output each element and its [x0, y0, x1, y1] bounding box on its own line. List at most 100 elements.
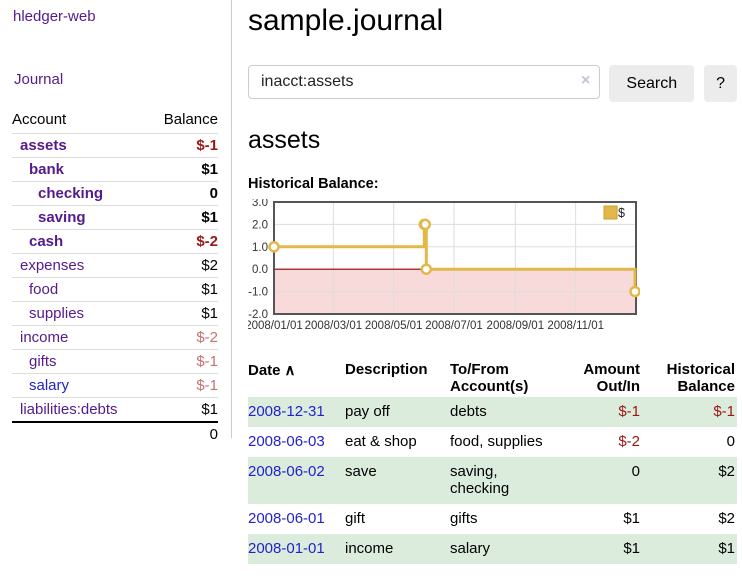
- account-link[interactable]: gifts: [29, 353, 57, 370]
- transaction-accounts: gifts: [450, 510, 478, 527]
- account-balance: $1: [148, 277, 218, 302]
- data-point-marker: [268, 241, 280, 253]
- transaction-date-link[interactable]: 2008-12-31: [248, 403, 325, 420]
- sidebar-item-journal[interactable]: Journal: [14, 71, 64, 88]
- help-button[interactable]: ?: [704, 65, 737, 102]
- transaction-row: 2008-06-02 save saving, checking 0 $2: [248, 457, 737, 504]
- transaction-accounts: saving, checking: [450, 463, 510, 497]
- data-point-marker: [419, 218, 432, 231]
- legend-swatch: [603, 205, 618, 220]
- transaction-row: 2008-06-01 gift gifts $1 $2: [248, 504, 737, 534]
- account-cell: income: [12, 325, 149, 350]
- transaction-description: save: [345, 463, 377, 480]
- account-row: saving $1: [12, 205, 218, 230]
- date-column-header[interactable]: Date ∧: [248, 362, 296, 379]
- transaction-date-link[interactable]: 2008-01-01: [248, 540, 325, 557]
- account-link[interactable]: food: [29, 281, 59, 298]
- y-tick-label: -1.0: [248, 287, 268, 299]
- account-cell: saving: [12, 205, 149, 230]
- account-link[interactable]: supplies: [29, 305, 85, 322]
- y-tick-label: 3.0: [252, 199, 268, 209]
- account-link[interactable]: checking: [38, 185, 104, 202]
- amount-column-header: Amount Out/In: [583, 361, 640, 395]
- account-link[interactable]: salary: [29, 377, 70, 394]
- account-row: expenses $2: [12, 253, 218, 278]
- account-link[interactable]: income: [20, 329, 69, 346]
- transactions-header-row: Date ∧ Description To/From Account(s) Amo…: [248, 359, 737, 397]
- account-cell: assets: [12, 133, 149, 158]
- transaction-date-link[interactable]: 2008-06-03: [248, 433, 325, 450]
- account-link[interactable]: liabilities:debts: [20, 401, 118, 418]
- account-row: checking 0: [12, 181, 218, 206]
- transaction-date-cell: 2008-06-01: [248, 504, 345, 534]
- transaction-accounts: food, supplies: [450, 433, 543, 450]
- transaction-row: 2008-12-31 pay off debts $-1 $-1: [248, 397, 737, 427]
- transaction-date-cell: 2008-12-31: [248, 397, 345, 427]
- transaction-balance: $-1: [713, 403, 735, 420]
- transaction-row: 2008-01-01 income salary $1 $1: [248, 534, 737, 564]
- account-row: supplies $1: [12, 301, 218, 326]
- total-spacer: [12, 421, 149, 446]
- app-title-link[interactable]: hledger-web: [13, 8, 96, 25]
- transaction-row: 2008-06-03 eat & shop food, supplies $-2 0: [248, 427, 737, 457]
- account-balance: $1: [148, 301, 218, 326]
- transaction-date-cell: 2008-06-03: [248, 427, 345, 457]
- transaction-date-cell: 2008-01-01: [248, 534, 345, 564]
- data-point-marker: [629, 285, 641, 298]
- transaction-amount: $1: [623, 510, 640, 527]
- account-link[interactable]: cash: [29, 233, 64, 250]
- account-balance: 0: [148, 181, 218, 206]
- account-row: income $-2: [12, 325, 218, 350]
- y-tick-label: -2.0: [248, 309, 268, 321]
- account-row: food $1: [12, 277, 218, 302]
- plot-border: [273, 201, 637, 315]
- account-row: salary $-1: [12, 373, 218, 398]
- transaction-description: eat & shop: [345, 433, 417, 450]
- sort-asc-icon: ∧: [284, 362, 296, 379]
- account-link[interactable]: saving: [38, 209, 86, 226]
- account-link[interactable]: assets: [20, 137, 67, 154]
- y-tick-label: 1.0: [252, 242, 268, 254]
- account-row: cash $-2: [12, 229, 218, 254]
- account-balance: $1: [148, 397, 218, 422]
- transaction-amount: $-1: [618, 403, 640, 420]
- tofrom-column-header: To/From Account(s): [450, 361, 529, 395]
- account-balance: $-1: [148, 373, 218, 398]
- transaction-amount: 0: [631, 463, 640, 480]
- x-tick-label: 2008/03/01: [305, 320, 363, 332]
- account-cell: gifts: [12, 349, 149, 374]
- account-link[interactable]: bank: [29, 161, 65, 178]
- transaction-accounts: salary: [450, 540, 491, 557]
- transaction-amount: $1: [623, 540, 640, 557]
- clear-search-icon[interactable]: ×: [581, 72, 591, 89]
- transaction-balance: $2: [718, 510, 735, 527]
- account-cell: liabilities:debts: [12, 397, 149, 422]
- account-balance: $-1: [148, 349, 218, 374]
- account-link[interactable]: expenses: [20, 257, 85, 274]
- sidebar: hledger-web Journal Account Balance asse…: [0, 0, 232, 446]
- transaction-balance: $2: [718, 463, 735, 480]
- transaction-description: gift: [345, 510, 366, 527]
- transactions-table: Date ∧ Description To/From Account(s) Amo…: [248, 359, 737, 564]
- y-tick-label: 0.0: [252, 264, 268, 276]
- account-cell: checking: [12, 181, 149, 206]
- transaction-date-link[interactable]: 2008-06-01: [248, 510, 325, 527]
- account-cell: bank: [12, 157, 149, 182]
- search-button[interactable]: Search: [609, 65, 695, 102]
- account-cell: food: [12, 277, 149, 302]
- transaction-date-cell: 2008-06-02: [248, 457, 345, 504]
- transaction-description: income: [345, 540, 394, 557]
- balance-column-header: Historical Balance: [666, 361, 735, 395]
- x-tick-label: 2008/09/01: [487, 320, 545, 332]
- total-balance: 0: [148, 421, 218, 446]
- search-input[interactable]: [248, 65, 601, 99]
- account-balance: $-2: [148, 325, 218, 350]
- account-cell: salary: [12, 373, 149, 398]
- transaction-date-link[interactable]: 2008-06-02: [248, 463, 325, 480]
- chart-title: Historical Balance:: [248, 176, 379, 192]
- account-balance: $2: [148, 253, 218, 278]
- account-balance: $1: [148, 157, 218, 182]
- accounts-header-row: Account Balance: [12, 109, 218, 134]
- x-tick-label: 2008/07/01: [425, 320, 483, 332]
